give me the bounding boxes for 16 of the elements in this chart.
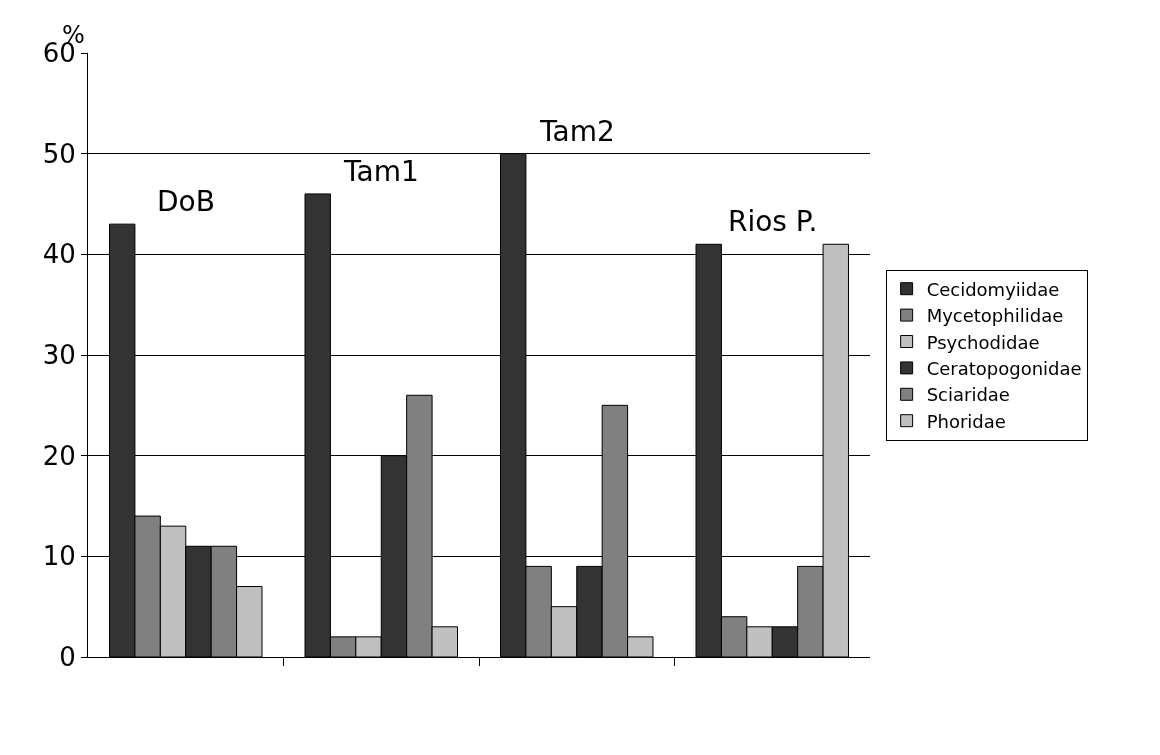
x-tick-label: Rios P.	[728, 205, 818, 238]
x-tick-label: Tam1	[343, 155, 419, 188]
y-tick-label: 10	[42, 541, 76, 572]
legend-label: Psychodidae	[926, 331, 1040, 353]
y-tick-label: 0	[59, 642, 76, 673]
x-tick-label: Tam2	[539, 115, 615, 148]
legend-label: Sciaridae	[926, 384, 1010, 406]
legend-label: Cecidomyiidae	[926, 278, 1060, 300]
x-tick-label: DoB	[157, 185, 215, 218]
legend-label: Phoridae	[926, 410, 1006, 432]
y-tick-label: 40	[42, 239, 76, 270]
legend-label: Mycetophilidae	[926, 305, 1064, 327]
y-tick-label: 30	[42, 340, 76, 371]
y-tick-label: 20	[42, 440, 76, 471]
y-tick-label: 50	[42, 138, 76, 169]
legend-label: Ceratopogonidae	[926, 357, 1082, 379]
